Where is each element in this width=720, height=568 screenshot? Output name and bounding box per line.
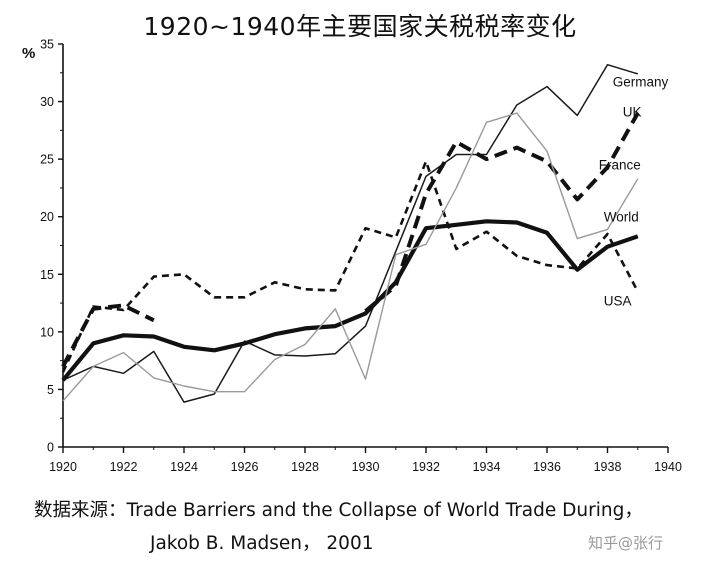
x-tick-label: 1934 xyxy=(473,460,501,474)
y-tick-label: 0 xyxy=(47,441,54,455)
series-line-uk xyxy=(364,112,640,313)
y-tick-label: 30 xyxy=(40,95,54,109)
series-labels: Germany UK France World USA xyxy=(599,75,669,309)
y-tick-label: 35 xyxy=(40,38,54,52)
series-line-world xyxy=(61,219,639,382)
series-label-usa: USA xyxy=(604,293,632,308)
series-label-uk: UK xyxy=(623,105,642,120)
source-line-2: Jakob B. Madsen， 2001 xyxy=(150,533,374,554)
y-tick-label: 20 xyxy=(40,210,54,224)
series-line-france xyxy=(61,160,639,373)
x-tick-label: 1928 xyxy=(291,460,319,474)
y-axis-unit-label: % xyxy=(22,45,35,62)
x-tick-label: 1924 xyxy=(170,460,198,474)
y-tick-label: 25 xyxy=(40,153,54,167)
chart-axes: 0 5 10 15 20 25 30 35 1920 1922 1924 1926 1928 1930 19… xyxy=(22,38,682,475)
y-tick-label: 5 xyxy=(47,383,54,397)
series-line-germany xyxy=(62,63,639,403)
watermark: 知乎@张行 xyxy=(588,534,664,552)
x-tick-label: 1940 xyxy=(654,460,682,474)
x-tick-label: 1936 xyxy=(533,460,561,474)
x-tick-label: 1932 xyxy=(412,460,440,474)
x-tick-label: 1938 xyxy=(594,460,622,474)
chart-series xyxy=(61,63,640,403)
series-label-world: World xyxy=(604,209,639,224)
source-line-1: 数据来源：Trade Barriers and the Collapse of … xyxy=(34,500,643,521)
x-tick-label: 1920 xyxy=(49,460,77,474)
series-line-usa xyxy=(62,112,639,402)
series-label-france: France xyxy=(599,158,641,173)
x-tick-label: 1926 xyxy=(231,460,259,474)
y-tick-label: 10 xyxy=(40,325,54,339)
x-tick-label: 1930 xyxy=(352,460,380,474)
x-tick-label: 1922 xyxy=(110,460,138,474)
series-label-germany: Germany xyxy=(613,75,669,90)
chart-title: 1920~1940年主要国家关税税率变化 xyxy=(143,12,577,41)
y-tick-label: 15 xyxy=(40,268,54,282)
